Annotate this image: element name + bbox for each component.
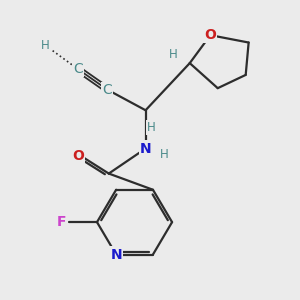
Text: C: C <box>73 62 83 76</box>
Text: H: H <box>169 48 178 61</box>
Text: O: O <box>72 149 84 163</box>
Text: H: H <box>160 148 169 161</box>
Text: H: H <box>41 39 50 52</box>
Text: O: O <box>204 28 216 42</box>
Text: N: N <box>140 142 152 155</box>
Text: H: H <box>147 122 156 134</box>
Text: N: N <box>110 248 122 262</box>
Text: C: C <box>102 82 112 97</box>
Text: F: F <box>57 215 66 229</box>
